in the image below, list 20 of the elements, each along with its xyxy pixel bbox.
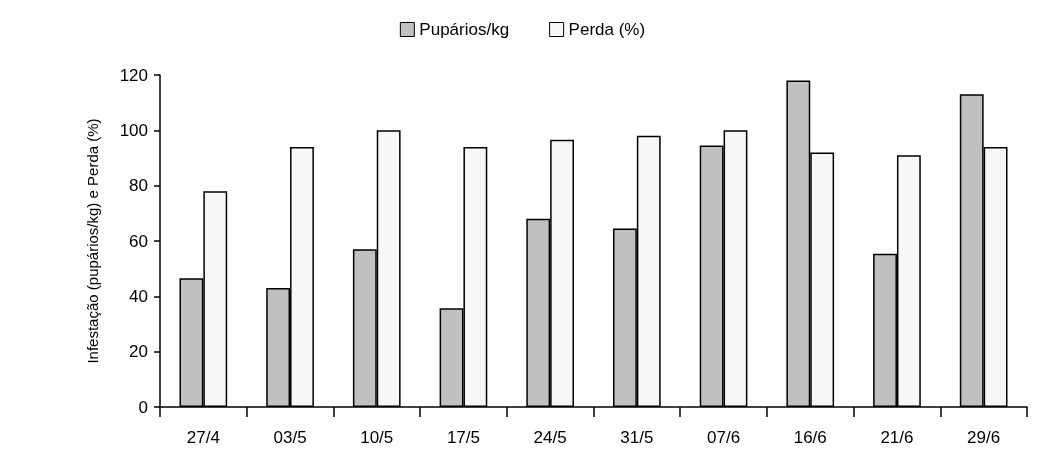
y-tick-label: 60 (129, 231, 148, 251)
x-tick-label: 03/5 (273, 428, 307, 447)
x-tick-label: 24/5 (533, 428, 567, 447)
y-tick-label: 20 (129, 342, 148, 362)
y-tick-label: 100 (119, 120, 148, 140)
x-tick-label: 16/6 (793, 428, 827, 447)
x-tick-label: 07/6 (707, 428, 741, 447)
y-tick-label: 120 (119, 65, 148, 85)
x-tick-label: 10/5 (360, 428, 394, 447)
legend-label: Perda (%) (568, 20, 646, 39)
y-tick-label: 40 (129, 286, 148, 306)
y-axis-title: Infestação (pupários/kg) e Perda (%) (84, 118, 101, 364)
x-tick-label: 21/6 (880, 428, 914, 447)
x-tick-label: 31/5 (620, 428, 654, 447)
x-tick-label: 27/4 (186, 428, 220, 447)
legend-label: Pupários/kg (419, 20, 510, 39)
y-tick-label: 80 (129, 176, 148, 196)
x-tick-label: 29/6 (967, 428, 1001, 447)
x-tick-label: 17/5 (446, 428, 480, 447)
y-tick-label: 0 (138, 397, 148, 417)
